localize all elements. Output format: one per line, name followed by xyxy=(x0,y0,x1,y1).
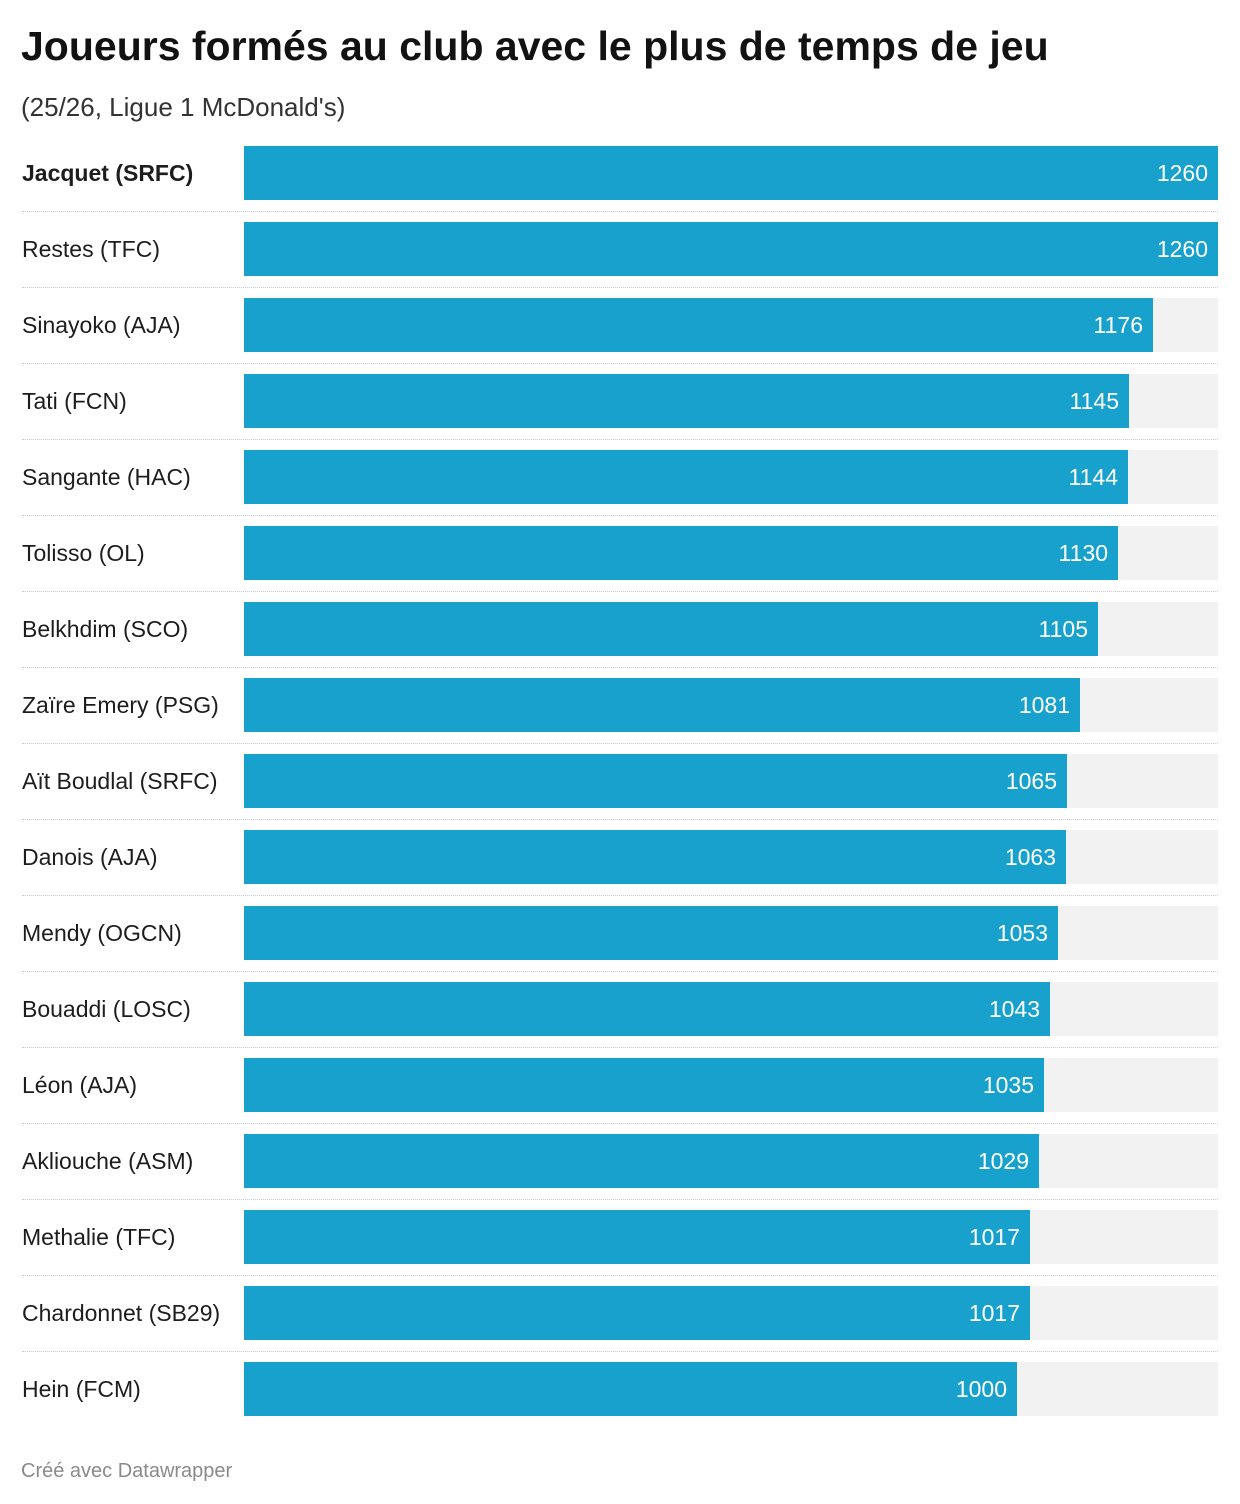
bar xyxy=(244,678,1080,732)
category-label: Jacquet (SRFC) xyxy=(22,160,194,186)
category-label: Sinayoko (AJA) xyxy=(22,312,181,338)
row-separator xyxy=(22,211,1218,212)
data-label: 1145 xyxy=(1069,388,1119,414)
row-separator xyxy=(22,819,1218,820)
bar xyxy=(244,526,1118,580)
category-label: Danois (AJA) xyxy=(22,844,158,870)
row-separator xyxy=(22,1275,1218,1276)
bar xyxy=(244,906,1058,960)
category-label: Chardonnet (SB29) xyxy=(22,1300,221,1326)
row-separator xyxy=(22,591,1218,592)
category-label: Belkhdim (SCO) xyxy=(22,616,189,642)
category-label: Bouaddi (LOSC) xyxy=(22,996,191,1022)
category-label: Tati (FCN) xyxy=(22,388,127,414)
bar xyxy=(244,1210,1030,1264)
row-separator xyxy=(22,971,1218,972)
row-separator xyxy=(22,1351,1218,1352)
data-label: 1144 xyxy=(1068,464,1118,490)
data-label: 1053 xyxy=(996,920,1048,946)
data-label: 1000 xyxy=(955,1376,1007,1402)
category-label: Hein (FCM) xyxy=(22,1376,141,1402)
chart-title: Joueurs formés au club avec le plus de t… xyxy=(21,23,1049,69)
row-separator xyxy=(22,287,1218,288)
bar xyxy=(244,982,1050,1036)
category-label: Léon (AJA) xyxy=(22,1072,138,1098)
bar xyxy=(244,146,1218,200)
category-label: Restes (TFC) xyxy=(22,236,160,262)
category-label: Methalie (TFC) xyxy=(22,1224,176,1250)
data-label: 1063 xyxy=(1004,844,1056,870)
data-label: 1017 xyxy=(968,1300,1020,1326)
data-label: 1017 xyxy=(968,1224,1020,1250)
bar xyxy=(244,1134,1039,1188)
data-label: 1260 xyxy=(1156,236,1208,262)
data-label: 1176 xyxy=(1093,312,1143,338)
footer-credit: Créé avec Datawrapper xyxy=(21,1460,233,1482)
bar xyxy=(244,222,1218,276)
data-label: 1260 xyxy=(1156,160,1208,186)
category-label: Zaïre Emery (PSG) xyxy=(22,692,219,718)
data-label: 1035 xyxy=(982,1072,1034,1098)
bar xyxy=(244,602,1098,656)
bar xyxy=(244,1058,1044,1112)
chart-subtitle: (25/26, Ligue 1 McDonald's) xyxy=(21,92,346,122)
category-label: Mendy (OGCN) xyxy=(22,920,182,946)
data-label: 1130 xyxy=(1058,540,1108,566)
bar xyxy=(244,1286,1030,1340)
bar xyxy=(244,830,1066,884)
category-label: Aït Boudlal (SRFC) xyxy=(22,768,218,794)
bar xyxy=(244,1362,1017,1416)
row-separator xyxy=(22,439,1218,440)
category-label: Akliouche (ASM) xyxy=(22,1148,194,1174)
category-label: Tolisso (OL) xyxy=(22,540,145,566)
bar xyxy=(244,450,1128,504)
data-label: 1065 xyxy=(1005,768,1057,794)
row-separator xyxy=(22,743,1218,744)
row-separator xyxy=(22,363,1218,364)
category-label: Sangante (HAC) xyxy=(22,464,191,490)
bar xyxy=(244,374,1129,428)
bar xyxy=(244,298,1153,352)
row-separator xyxy=(22,1047,1218,1048)
data-label: 1043 xyxy=(988,996,1040,1022)
row-separator xyxy=(22,1123,1218,1124)
row-separator xyxy=(22,515,1218,516)
data-label: 1105 xyxy=(1038,616,1088,642)
row-separator xyxy=(22,667,1218,668)
row-separator xyxy=(22,895,1218,896)
data-label: 1081 xyxy=(1018,692,1070,718)
data-label: 1029 xyxy=(977,1148,1029,1174)
row-separator xyxy=(22,1199,1218,1200)
bar xyxy=(244,754,1067,808)
